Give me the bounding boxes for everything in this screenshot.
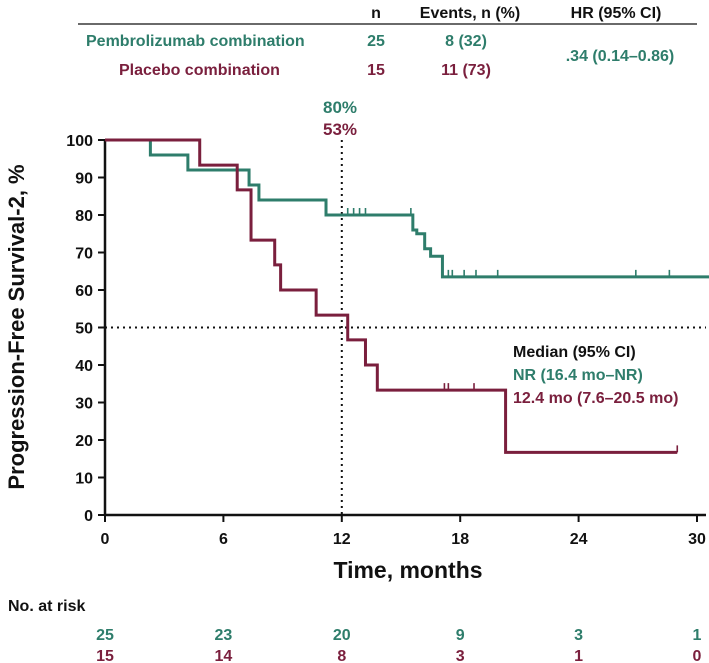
y-tick-label: 10 <box>75 471 93 488</box>
row-label-pembro: Pembrolizumab combination <box>86 33 305 50</box>
x-tick-label: 24 <box>570 531 588 548</box>
risk-count-pembro: 1 <box>693 627 702 644</box>
landmark-label-placebo: 53% <box>323 120 357 139</box>
row-events-pembro: 8 (32) <box>445 33 487 50</box>
x-tick-label: 12 <box>333 531 351 548</box>
x-tick-label: 6 <box>219 531 228 548</box>
risk-count-placebo: 8 <box>337 648 346 663</box>
y-tick-label: 90 <box>75 171 93 188</box>
median-placebo: 12.4 mo (7.6–20.5 mo) <box>513 390 678 407</box>
km-curve-pembro <box>105 138 709 279</box>
x-tick-label: 0 <box>101 531 110 548</box>
y-tick-label: 30 <box>75 396 93 413</box>
risk-count-placebo: 1 <box>574 648 583 663</box>
km-curve-placebo <box>105 138 678 454</box>
risk-count-pembro: 23 <box>215 627 233 644</box>
risk-count-placebo: 3 <box>456 648 465 663</box>
table-header-events: Events, n (%) <box>420 5 520 22</box>
risk-count-pembro: 9 <box>456 627 465 644</box>
risk-table: 25 23 20 9 3 1 15 14 8 3 1 0 <box>96 627 701 663</box>
y-tick-label: 100 <box>66 133 93 150</box>
table-header-n: n <box>371 5 381 22</box>
row-n-placebo: 15 <box>367 62 385 79</box>
y-tick-label: 20 <box>75 433 93 450</box>
y-axis-label: Progression-Free Survival-2, % <box>4 164 29 489</box>
row-n-pembro: 25 <box>367 33 385 50</box>
y-tick-label: 70 <box>75 246 93 263</box>
risk-count-pembro: 20 <box>333 627 351 644</box>
risk-table-title: No. at risk <box>8 598 85 615</box>
y-tick-label: 0 <box>84 508 93 525</box>
x-axis-label: Time, months <box>333 557 482 583</box>
table-header-hr: HR (95% CI) <box>571 5 662 22</box>
median-pembro: NR (16.4 mo–NR) <box>513 367 643 384</box>
risk-count-placebo: 14 <box>215 648 233 663</box>
row-events-placebo: 11 (73) <box>441 62 491 79</box>
risk-count-placebo: 15 <box>96 648 114 663</box>
risk-count-placebo: 0 <box>693 648 702 663</box>
row-label-placebo: Placebo combination <box>119 62 280 79</box>
hazard-ratio: .34 (0.14–0.86) <box>566 48 675 65</box>
landmark-label-pembro: 80% <box>323 98 357 117</box>
median-title: Median (95% CI) <box>513 344 636 361</box>
axis-ticks: 0 10 20 30 40 50 60 70 80 90 100 0 6 12 18 24 30 <box>66 133 706 548</box>
survival-curves <box>105 138 709 454</box>
x-tick-label: 30 <box>688 531 706 548</box>
x-tick-label: 18 <box>451 531 469 548</box>
y-tick-label: 50 <box>75 321 93 338</box>
y-tick-label: 80 <box>75 208 93 225</box>
y-tick-label: 40 <box>75 358 93 375</box>
risk-count-pembro: 25 <box>96 627 114 644</box>
reference-lines <box>105 140 706 515</box>
risk-count-pembro: 3 <box>574 627 583 644</box>
y-tick-label: 60 <box>75 283 93 300</box>
